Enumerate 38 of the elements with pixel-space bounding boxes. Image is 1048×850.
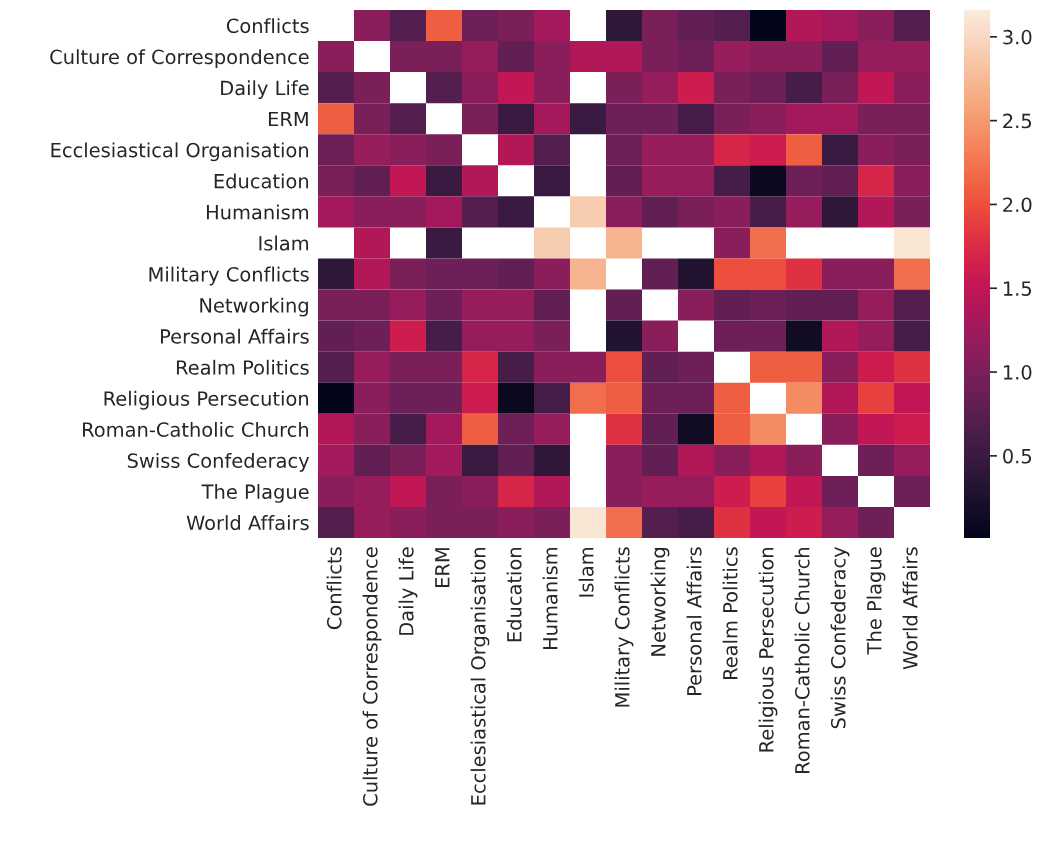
y-tick-label: Culture of Correspondence bbox=[50, 49, 309, 69]
y-tick-label: ERM bbox=[269, 111, 308, 127]
color-bar-label: 2.5 bbox=[1003, 113, 1032, 129]
color-bar-label: 1.5 bbox=[1003, 281, 1032, 296]
y-tick-label: Humanism bbox=[206, 204, 309, 220]
x-tick-label: ERM bbox=[435, 548, 450, 587]
y-tick-label: Education bbox=[214, 173, 309, 189]
y-tick-label: The Plague bbox=[201, 484, 309, 503]
x-tick-label: Religious Persecution bbox=[758, 547, 778, 752]
x-tick-label: Ecclesiastical Organisation bbox=[470, 547, 490, 805]
x-tick-label: Personal Affairs bbox=[686, 547, 702, 695]
y-tick-label: World Affairs bbox=[186, 515, 309, 531]
y-tick-label: Swiss Confederacy bbox=[127, 452, 310, 472]
x-tick-label: Roman-Catholic Church bbox=[794, 547, 810, 773]
y-tick-label: Realm Politics bbox=[176, 359, 309, 375]
color-bar-label: 3.0 bbox=[1003, 29, 1032, 45]
x-tick-label: Networking bbox=[650, 548, 670, 656]
y-tick-label: Daily Life bbox=[221, 80, 309, 100]
y-tick-label: Islam bbox=[259, 235, 309, 251]
x-tick-label: Swiss Confederacy bbox=[830, 546, 850, 729]
color-bar-label: 2.0 bbox=[1003, 197, 1032, 213]
y-tick-label: Roman-Catholic Church bbox=[83, 421, 309, 437]
x-tick-label: World Affairs bbox=[902, 547, 918, 670]
color-bar-label: 1.0 bbox=[1003, 365, 1032, 380]
x-tick-label: Islam bbox=[578, 547, 594, 597]
x-tick-label: Education bbox=[506, 547, 522, 642]
y-tick-label: Ecclesiastical Organisation bbox=[51, 142, 309, 162]
y-tick-label: Personal Affairs bbox=[161, 328, 309, 344]
color-bar-label: 0.5 bbox=[1003, 448, 1032, 464]
x-tick-label: Humanism bbox=[542, 547, 558, 650]
y-tick-label: Religious Persecution bbox=[104, 390, 309, 410]
y-tick-label: Networking bbox=[200, 297, 308, 317]
x-tick-label: The Plague bbox=[866, 547, 886, 655]
x-tick-label: Realm Politics bbox=[722, 547, 738, 680]
x-tick-label: Military Conflicts bbox=[614, 547, 634, 707]
x-tick-label: Daily Life bbox=[398, 547, 418, 635]
y-tick-label: Military Conflicts bbox=[149, 266, 309, 286]
y-tick-label: Conflicts bbox=[226, 18, 309, 34]
